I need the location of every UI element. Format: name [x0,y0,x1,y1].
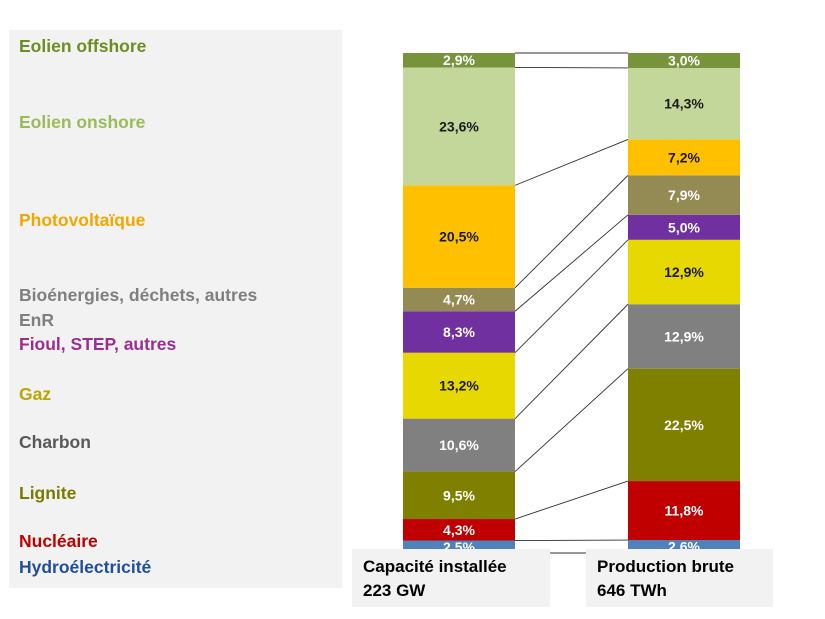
label-capacite-installee-fioul-step-autres: 8,3% [443,324,475,340]
label-production-brute-eolien-onshore: 14,3% [664,96,704,112]
bar-production-brute-nucleaire [628,481,740,541]
label-capacite-installee-bioenergies-dechets-autres-enr: 4,7% [443,292,475,308]
bar-capacite-installee-photovoltaique [403,185,515,288]
label-production-brute-nucleaire: 11,8% [665,503,704,519]
caption-production: Production brute 646 TWh [586,549,773,607]
label-production-brute-eolien-offshore: 3,0% [668,52,700,68]
label-capacite-installee-nucleaire: 4,3% [443,522,475,538]
legend-item-nucleaire: Nucléaire [19,531,98,551]
bar-production-brute-gaz [628,239,740,305]
connector-line-7 [514,175,629,289]
connector-line-5 [514,239,629,354]
label-capacite-installee-eolien-onshore: 23,6% [439,118,479,134]
legend-panel [9,30,342,588]
legend-item-eolien-offshore: Eolien offshore [19,36,147,56]
bar-capacite-installee-charbon [403,418,515,472]
bar-production-brute-eolien-onshore [628,67,740,140]
bar-capacite-installee-eolien-onshore [403,67,515,186]
legend-item-charbon: Charbon [19,432,91,452]
legend-item-eolien-onshore: Eolien onshore [19,112,146,132]
connector-line-2 [514,480,629,520]
bar-capacite-installee-fioul-step-autres [403,311,515,353]
label-production-brute-bioenergies-dechets-autres-enr: 7,9% [668,187,700,203]
connector-line-8 [514,138,629,186]
legend-item-gaz: Gaz [19,384,52,404]
bar-production-brute-bioenergies-dechets-autres-enr [628,175,740,215]
caption-capacite-line2: 223 GW [363,581,426,600]
bar-capacite-installee-gaz [403,352,515,419]
label-production-brute-gaz: 12,9% [664,264,704,280]
connector-line-6 [514,214,629,312]
label-capacite-installee-lignite: 9,5% [443,487,475,503]
label-capacite-installee-charbon: 10,6% [439,437,479,453]
label-capacite-installee-photovoltaique: 20,5% [439,229,479,245]
label-production-brute-charbon: 12,9% [664,328,704,344]
legend-item-lignite: Lignite [19,483,77,503]
bar-production-brute-eolien-offshore [628,53,740,68]
label-production-brute-fioul-step-autres: 5,0% [668,219,700,235]
legend-item-hydroelectricite: Hydroélectricité [19,557,152,577]
bar-capacite-installee-nucleaire [403,519,515,541]
bar-capacite-installee-bioenergies-dechets-autres-enr [403,287,515,312]
label-production-brute-photovoltaique: 7,2% [668,149,700,165]
bar-production-brute-fioul-step-autres [628,214,740,240]
label-capacite-installee-gaz: 13,2% [439,378,479,394]
label-production-brute-lignite: 22,5% [664,417,704,433]
label-capacite-installee-eolien-offshore: 2,9% [443,52,475,68]
caption-production-line1: Production brute [597,557,734,576]
connector-line-4 [514,303,629,419]
legend-item-fioul-step-autres: Fioul, STEP, autres [19,334,177,354]
caption-production-line2: 646 TWh [597,581,667,600]
connector-line-3 [514,368,629,472]
legend-item-photovoltaique: Photovoltaïque [19,210,146,230]
bar-production-brute-charbon [628,304,740,369]
caption-capacite: Capacité installée 223 GW [352,549,550,607]
caption-capacite-line1: Capacité installée [363,557,507,576]
bar-production-brute-photovoltaique [628,139,740,176]
bar-production-brute-lignite [628,368,740,482]
legend-item-bioenergies-dechets-autres-enr: Bioénergies, déchets, autres EnR [19,285,258,330]
bar-capacite-installee-eolien-offshore [403,53,515,68]
bar-capacite-installee-lignite [403,471,515,520]
